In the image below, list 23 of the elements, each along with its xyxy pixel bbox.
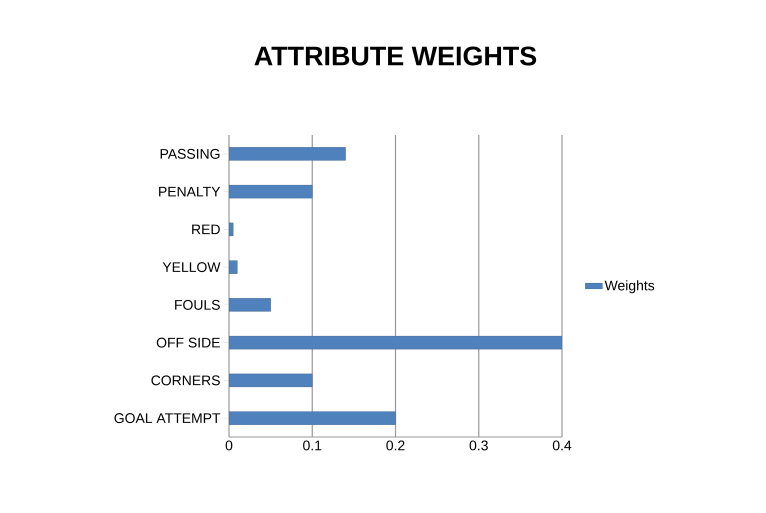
y-tick-label: GOAL ATTEMPT [114, 413, 220, 424]
bar [229, 374, 312, 388]
x-tick-label: 0 [226, 440, 232, 450]
x-tick-label: 0.3 [470, 440, 488, 450]
bar [229, 336, 562, 350]
y-tick-label: PENALTY [159, 186, 220, 196]
y-tick-label: PASSING [160, 148, 220, 159]
y-tick-label: YELLOW [162, 262, 220, 272]
y-tick-label: RED [192, 224, 220, 234]
bar [229, 411, 396, 425]
bar [229, 298, 271, 312]
chart-title: ATTRIBUTE WEIGHTS [254, 46, 536, 66]
bar [229, 222, 234, 236]
x-tick-label: 0.1 [303, 440, 322, 450]
y-tick-label: FOULS [175, 300, 220, 310]
bar [229, 260, 238, 274]
y-tick-label: OFF SIDE [156, 338, 220, 348]
x-tick-label: 0.2 [386, 440, 404, 450]
y-tick-label: CORNERS [151, 375, 220, 386]
x-tick-label: 0.4 [552, 440, 572, 450]
bar [229, 147, 346, 161]
legend-label: Weights [604, 280, 654, 294]
bar [229, 184, 312, 198]
